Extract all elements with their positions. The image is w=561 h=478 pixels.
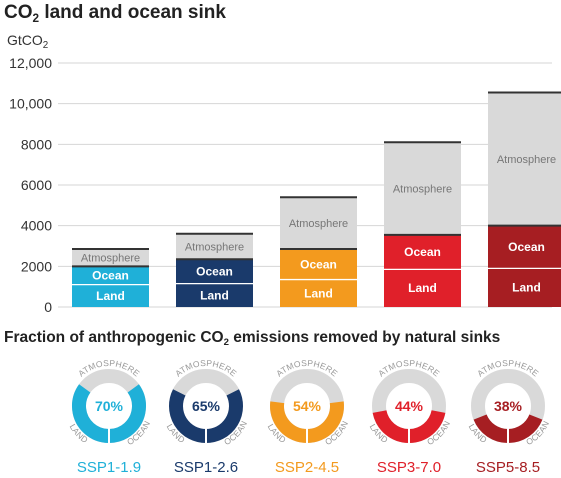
segment-label-atmosphere: Atmosphere <box>393 184 452 196</box>
bar-segment-atmosphere <box>176 233 253 260</box>
scenario-label: SSP5-8.5 <box>476 459 540 476</box>
y-tick-label: 4000 <box>21 218 52 234</box>
bar-segment-land <box>384 269 461 307</box>
y-tick-label: 8000 <box>21 136 52 152</box>
stacked-bars: LandOceanAtmosphereLandOceanAtmosphereLa… <box>72 91 561 307</box>
bar-segment-land <box>176 283 253 307</box>
bar-group: Land Ocean Atmosphere <box>280 196 357 307</box>
bar-segment-land <box>488 268 561 307</box>
bar-segment-land <box>280 279 357 307</box>
segment-label-ocean: Ocean <box>196 264 233 278</box>
scenario-label: SSP3-7.0 <box>377 459 441 476</box>
y-tick-label: 10,000 <box>9 96 52 112</box>
y-tick-label: 6000 <box>21 177 52 193</box>
bar-segment-ocean <box>176 259 253 284</box>
fraction-percent-label: 65% <box>192 398 221 414</box>
y-axis-unit: GtCO2 <box>7 32 49 52</box>
chart-title: CO2 land and ocean sink <box>4 2 226 25</box>
scenario-label: SSP2-4.5 <box>275 459 339 476</box>
y-tick-label: 0 <box>44 299 52 315</box>
bar-segment-atmosphere <box>488 92 561 226</box>
scenario-label: SSP1-1.9 <box>77 459 141 476</box>
bar-segment-ocean <box>384 234 461 270</box>
segment-label-ocean: Ocean <box>92 268 129 282</box>
segment-label-atmosphere: Atmosphere <box>497 154 556 166</box>
bar-group: Land Ocean Atmosphere <box>72 248 149 307</box>
bar-segment-land <box>72 284 149 307</box>
segment-label-atmosphere: Atmosphere <box>185 242 244 254</box>
bar-segment-atmosphere <box>384 142 461 235</box>
y-axis-ticks: 0 2000 4000 6000 8000 10,000 12,000 <box>9 55 52 315</box>
bar-segment-ocean <box>72 266 149 285</box>
segment-label-atmosphere: Atmosphere <box>81 253 140 265</box>
bar-group: Land Ocean Atmosphere <box>176 232 253 307</box>
fraction-percent-label: 38% <box>494 398 523 414</box>
bar-group: Land Ocean Atmosphere <box>384 141 461 307</box>
segment-label-atmosphere: Atmosphere <box>289 218 348 230</box>
bar-segment-atmosphere <box>72 249 149 267</box>
fraction-percent-label: 54% <box>293 398 322 414</box>
bar-segment-ocean <box>488 225 561 269</box>
segment-label-ocean: Ocean <box>300 257 337 271</box>
y-tick-label: 12,000 <box>9 55 52 71</box>
y-tick-label: 2000 <box>21 258 52 274</box>
fraction-percent-label: 70% <box>95 398 124 414</box>
bar-segment-ocean <box>280 249 357 280</box>
segment-label-ocean: Ocean <box>404 245 441 259</box>
segment-label-land: Land <box>512 281 541 295</box>
segment-label-land: Land <box>304 286 333 300</box>
bar-segment-atmosphere <box>280 197 357 250</box>
scenario-label: SSP1-2.6 <box>174 459 238 476</box>
segment-label-land: Land <box>96 289 125 303</box>
segment-label-land: Land <box>408 281 437 295</box>
bar-group: Land Ocean Atmosphere <box>488 91 561 307</box>
segment-label-land: Land <box>200 288 229 302</box>
fraction-percent-label: 44% <box>395 398 424 414</box>
segment-label-ocean: Ocean <box>508 240 545 254</box>
fraction-title: Fraction of anthropogenic CO2 emissions … <box>4 329 501 348</box>
